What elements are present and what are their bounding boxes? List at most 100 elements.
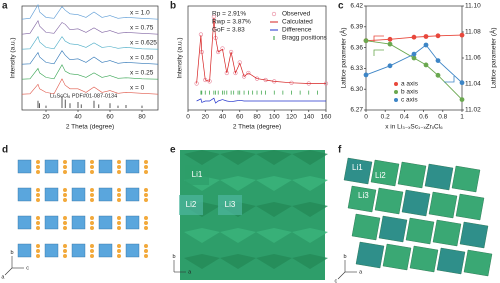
x-tick-label: 20: [202, 114, 210, 121]
polyhedron: [125, 215, 140, 230]
annotation: Rwp = 3.87%: [212, 19, 251, 26]
lattice-point: [459, 32, 465, 38]
xrd-pattern: [21, 35, 159, 50]
x-tick-label: 80: [138, 114, 146, 121]
legend-marker: [271, 11, 277, 17]
lattice-point: [387, 41, 393, 47]
y2-tick-label: 11.10: [465, 3, 481, 10]
axis-label: a: [1, 275, 5, 281]
polyhedron: [71, 215, 86, 230]
observed-point: [237, 60, 242, 65]
atom: [90, 254, 94, 258]
lattice-point: [363, 38, 369, 44]
x-tick-label: 60: [236, 114, 244, 121]
y-axis-label: Lattice parameter (Å): [339, 27, 348, 88]
annotation: GoF = 3.83: [212, 27, 245, 34]
observed-point: [246, 70, 251, 76]
y2-tick-label: 11.02: [465, 107, 481, 114]
panel-label: a: [2, 1, 8, 12]
x-tick-label: 0.4: [400, 114, 409, 121]
axis-label: c: [26, 265, 29, 271]
octahedron: [351, 213, 381, 241]
arrow: [373, 35, 384, 42]
atom: [90, 160, 94, 164]
reference-label: Li₃ScCl₆ PDF#01-087-0134: [50, 93, 117, 99]
x-tick-label: 1: [460, 114, 464, 121]
li-site: [218, 195, 242, 215]
lattice-point: [459, 97, 465, 102]
x-tick-label: 0: [186, 114, 190, 121]
polyhedron: [98, 243, 113, 258]
octahedron: [220, 176, 256, 191]
x-tick-label: 140: [303, 114, 314, 121]
y-tick-label: 6.42: [350, 3, 363, 10]
octahedron: [432, 219, 462, 247]
atom: [63, 244, 67, 248]
lattice-line: [365, 40, 463, 100]
octahedron: [220, 150, 256, 165]
atom: [117, 226, 121, 230]
octahedron: [184, 254, 220, 269]
x-tick-label: 0.6: [419, 114, 428, 121]
polyhedron: [44, 243, 59, 258]
atom: [36, 249, 40, 253]
atom: [144, 188, 148, 192]
annotation: Rp = 2.91%: [212, 11, 246, 18]
y-tick-label: 6.33: [350, 65, 363, 72]
atom: [144, 160, 148, 164]
lattice-point: [387, 63, 393, 69]
atom: [63, 226, 67, 230]
octahedron: [292, 176, 328, 191]
octahedron: [343, 157, 373, 185]
lattice-point: [363, 72, 369, 78]
axis-label: c: [335, 279, 338, 283]
octahedron: [405, 217, 435, 245]
y2-tick-label: 11.06: [465, 55, 481, 62]
polyhedron: [125, 187, 140, 202]
atom: [117, 249, 121, 253]
series-label: x = 0.625: [130, 39, 157, 46]
octahedron: [256, 228, 292, 243]
polyhedron: [71, 187, 86, 202]
octahedron: [451, 165, 481, 193]
atom: [144, 249, 148, 253]
atom: [36, 244, 40, 248]
atom: [36, 221, 40, 225]
octahedron: [292, 202, 328, 217]
atom: [90, 249, 94, 253]
atom: [90, 216, 94, 220]
polyhedron: [44, 159, 59, 174]
y-tick-label: 6.36: [350, 44, 363, 51]
atom: [36, 170, 40, 174]
y2-tick-label: 11.08: [465, 29, 481, 36]
x-tick-label: 40: [219, 114, 227, 121]
polyhedron: [17, 215, 32, 230]
octahedron: [292, 228, 328, 243]
atom: [63, 198, 67, 202]
xrd-pattern: [21, 78, 159, 95]
atom: [36, 216, 40, 220]
atom: [63, 160, 67, 164]
axis-arrow: [4, 267, 13, 276]
atom: [117, 170, 121, 174]
site-label: Li2: [186, 200, 197, 209]
y-tick-label: 6.30: [350, 86, 363, 93]
octahedron: [436, 247, 466, 275]
octahedron: [397, 161, 427, 189]
polyhedron: [98, 215, 113, 230]
polyhedron: [98, 159, 113, 174]
x-tick-label: 0.8: [438, 114, 447, 121]
series-label: x = 0.50: [130, 54, 154, 61]
atom: [117, 188, 121, 192]
polyhedron: [71, 159, 86, 174]
atom: [63, 170, 67, 174]
octahedron: [463, 249, 493, 277]
octahedron: [292, 150, 328, 165]
site-label: Li2: [375, 171, 386, 180]
axis-label: b: [10, 250, 13, 256]
polyhedron: [125, 159, 140, 174]
xrd-pattern: [21, 64, 159, 80]
octahedron: [459, 221, 489, 249]
legend-label: Difference: [282, 27, 312, 34]
legend-label: c axis: [401, 97, 418, 104]
